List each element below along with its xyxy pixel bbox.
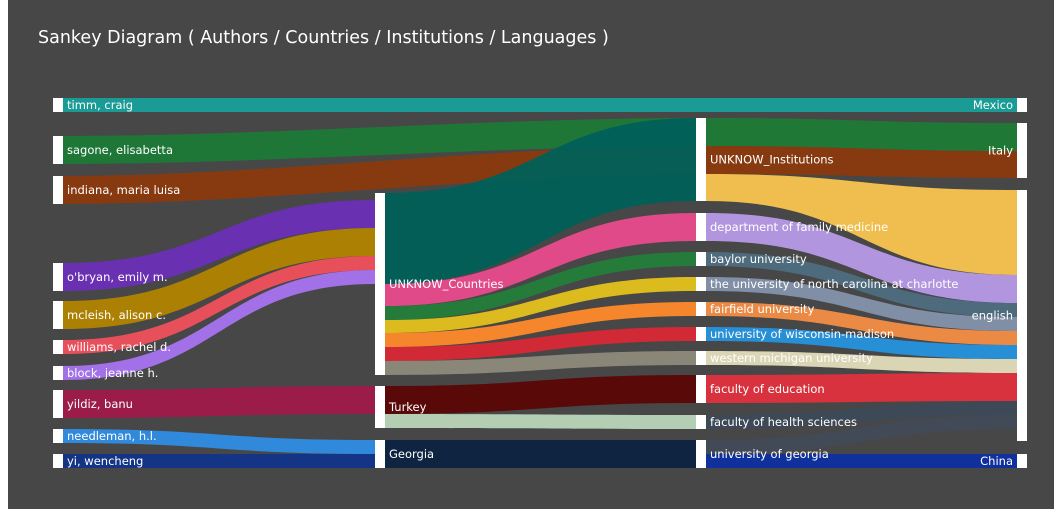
node-needleman-h-l[interactable] (53, 429, 63, 443)
link-western-michigan-university-to-english[interactable] (706, 351, 1017, 373)
link-faculty-of-education-to-english[interactable] (706, 373, 1017, 403)
link-unknow-institutions-to-english[interactable] (706, 174, 1017, 275)
link-block-jeanne-h-to-unknow-countries[interactable] (63, 270, 375, 380)
link-sagone-elisabetta-to-unknow-institutions[interactable] (63, 118, 696, 164)
link-mcleish-alison-c-to-unknow-countries[interactable] (63, 228, 375, 329)
link-yi-wencheng-to-georgia[interactable] (63, 454, 375, 468)
link-university-of-georgia-to-english[interactable] (706, 415, 1017, 454)
links-layer (63, 98, 1017, 468)
node-unknow-countries[interactable] (375, 193, 385, 375)
link-georgia-to-university-of-georgia[interactable] (385, 440, 696, 468)
node-yi-wencheng[interactable] (53, 454, 63, 468)
node-fairfield-university[interactable] (696, 302, 706, 316)
link-unknow-countries-to-unknow-institutions[interactable] (385, 118, 696, 284)
label-indiana-maria-luisa: indiana, maria luisa (67, 183, 180, 197)
link-unknow-countries-to-western-michigan-university[interactable] (385, 351, 696, 375)
label-turkey: Turkey (388, 400, 427, 414)
label-block-jeanne-h: block, jeanne h. (67, 366, 158, 380)
link-turkey-to-faculty-of-health-sciences[interactable] (385, 414, 696, 429)
node-western-michigan-university[interactable] (696, 351, 706, 365)
sankey-panel: Sankey Diagram ( Authors / Countries / I… (8, 0, 1054, 509)
link-unknow-countries-to-fairfield-university[interactable] (385, 302, 696, 347)
label-williams-rachel-d: williams, rachel d. (67, 340, 171, 354)
link-fairfield-university-to-english[interactable] (706, 302, 1017, 345)
link-yildiz-banu-to-turkey[interactable] (63, 386, 375, 418)
label-university-of-wisconsin-madison: university of wisconsin-madison (710, 327, 894, 341)
label-china: China (980, 454, 1013, 468)
link-turkey-to-faculty-of-education[interactable] (385, 375, 696, 414)
label-the-university-of-north-carolina-at-charlotte: the university of north carolina at char… (710, 277, 959, 291)
link-timm-craig-to-mexico[interactable] (63, 98, 1017, 112)
label-needleman-h-l: needleman, h.l. (67, 429, 157, 443)
label-mcleish-alison-c: mcleish, alison c. (67, 308, 166, 322)
link-unknow-countries-to-baylor-university[interactable] (385, 252, 696, 320)
link-unknow-countries-to-the-university-of-north-carolina-at-charlotte[interactable] (385, 277, 696, 333)
label-yi-wencheng: yi, wencheng (67, 454, 143, 468)
link-needleman-h-l-to-georgia[interactable] (63, 429, 375, 454)
node-mcleish-alison-c[interactable] (53, 301, 63, 329)
label-unknow-institutions: UNKNOW_Institutions (710, 153, 834, 167)
node-williams-rachel-d[interactable] (53, 340, 63, 354)
node-faculty-of-health-sciences[interactable] (696, 415, 706, 429)
node-turkey[interactable] (375, 386, 385, 428)
node-timm-craig[interactable] (53, 98, 63, 112)
node-department-of-family-medicine[interactable] (696, 213, 706, 241)
label-baylor-university: baylor university (710, 252, 807, 266)
node-o-bryan-emily-m[interactable] (53, 263, 63, 291)
labels-layer: timm, craig sagone, elisabetta indiana, ma… (67, 98, 1013, 468)
link-o-bryan-emily-m-to-unknow-countries[interactable] (63, 200, 375, 291)
node-university-of-wisconsin-madison[interactable] (696, 327, 706, 341)
link-unknow-institutions-to-italy[interactable] (706, 146, 1017, 178)
node-italy[interactable] (1017, 123, 1027, 178)
node-mexico[interactable] (1017, 98, 1027, 112)
node-block-jeanne-h[interactable] (53, 366, 63, 380)
label-yildiz-banu: yildiz, banu (67, 397, 133, 411)
label-faculty-of-health-sciences: faculty of health sciences (710, 415, 857, 429)
node-yildiz-banu[interactable] (53, 390, 63, 418)
link-unknow-countries-to-department-of-family-medicine[interactable] (385, 213, 696, 306)
link-unknow-institutions-to-italy[interactable] (706, 118, 1017, 151)
node-sagone-elisabetta[interactable] (53, 136, 63, 164)
label-georgia: Georgia (389, 447, 434, 461)
label-university-of-georgia: university of georgia (710, 447, 829, 461)
label-timm-craig: timm, craig (67, 98, 133, 112)
link-unknow-countries-to-university-of-wisconsin-madison[interactable] (385, 327, 696, 361)
label-fairfield-university: fairfield university (710, 302, 815, 316)
label-faculty-of-education: faculty of education (710, 382, 825, 396)
label-o-bryan-emily-m: o'bryan, emily m. (67, 270, 168, 284)
node-the-university-of-north-carolina-at-charlotte[interactable] (696, 277, 706, 291)
node-georgia[interactable] (375, 440, 385, 468)
node-china[interactable] (1017, 454, 1027, 468)
label-sagone-elisabetta: sagone, elisabetta (67, 143, 173, 157)
link-university-of-wisconsin-madison-to-english[interactable] (706, 327, 1017, 359)
link-baylor-university-to-english[interactable] (706, 252, 1017, 317)
sankey-diagram: timm, craig sagone, elisabetta indiana, ma… (53, 98, 1027, 468)
label-western-michigan-university: western michigan university (710, 351, 873, 365)
node-university-of-georgia[interactable] (696, 440, 706, 468)
node-baylor-university[interactable] (696, 252, 706, 266)
label-unknow-countries: UNKNOW_Countries (389, 277, 503, 291)
node-english[interactable] (1017, 190, 1027, 441)
node-unknow-institutions[interactable] (696, 118, 706, 201)
link-williams-rachel-d-to-unknow-countries[interactable] (63, 256, 375, 354)
link-the-university-of-north-carolina-at-charlotte-to-english[interactable] (706, 277, 1017, 331)
label-mexico: Mexico (973, 98, 1013, 112)
link-faculty-of-health-sciences-to-english[interactable] (706, 401, 1017, 429)
label-department-of-family-medicine: department of family medicine (710, 220, 888, 234)
label-english: english (972, 309, 1013, 323)
chart-title: Sankey Diagram ( Authors / Countries / I… (38, 28, 609, 48)
node-faculty-of-education[interactable] (696, 375, 706, 403)
label-italy: Italy (988, 144, 1013, 158)
nodes-layer (53, 98, 1027, 468)
node-indiana-maria-luisa[interactable] (53, 176, 63, 204)
link-university-of-georgia-to-china[interactable] (706, 454, 1017, 468)
link-department-of-family-medicine-to-english[interactable] (706, 213, 1017, 303)
